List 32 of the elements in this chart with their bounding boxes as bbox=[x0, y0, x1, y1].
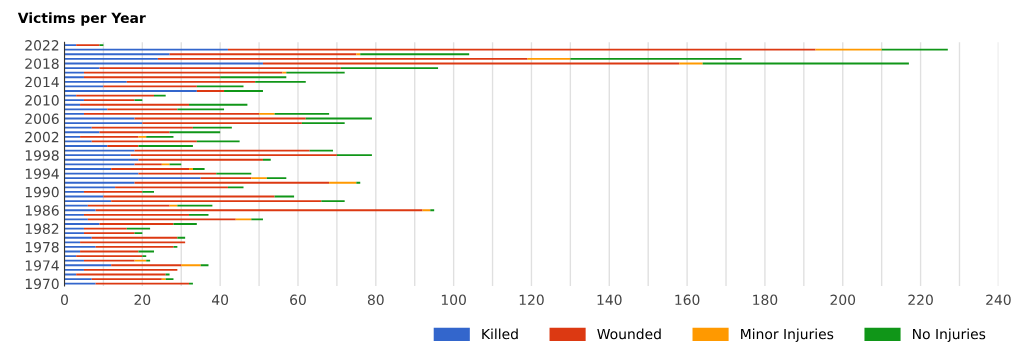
y-tick-label: 2018 bbox=[25, 58, 59, 69]
x-tick-label: 100 bbox=[441, 294, 466, 306]
y-tick-label: 1990 bbox=[25, 186, 59, 198]
x-tick-label: 220 bbox=[908, 294, 933, 306]
legend-label: Wounded bbox=[597, 328, 661, 340]
x-tick-label: 160 bbox=[675, 294, 700, 306]
y-tick-label: 1982 bbox=[25, 223, 59, 235]
y-tick-label: 1970 bbox=[25, 278, 59, 290]
y-tick-label: 1998 bbox=[25, 150, 59, 161]
chart-title: Victims per Year bbox=[17, 12, 146, 26]
y-tick-label: 1986 bbox=[25, 205, 59, 216]
x-tick-label: 180 bbox=[753, 294, 778, 306]
x-tick-label: 140 bbox=[597, 294, 622, 306]
x-tick-label: 240 bbox=[986, 294, 1011, 306]
x-tick-label: 80 bbox=[367, 294, 384, 306]
legend-label: No Injuries bbox=[913, 328, 986, 342]
x-tick-label: 40 bbox=[212, 294, 229, 306]
legend-label: Minor Injuries bbox=[741, 328, 834, 342]
y-tick-label: 1974 bbox=[25, 260, 59, 271]
y-tick-label: 2006 bbox=[25, 113, 59, 124]
legend-label: Killed bbox=[482, 328, 518, 340]
x-tick-label: 60 bbox=[290, 294, 306, 306]
y-tick-label: 1978 bbox=[25, 241, 59, 253]
x-tick-label: 120 bbox=[519, 294, 544, 306]
x-tick-label: 0 bbox=[61, 294, 69, 306]
y-tick-label: 2014 bbox=[25, 76, 59, 88]
y-tick-label: 1994 bbox=[25, 168, 59, 180]
x-tick-label: 200 bbox=[830, 294, 856, 306]
y-tick-label: 2022 bbox=[25, 40, 59, 51]
y-tick-label: 2002 bbox=[25, 131, 59, 143]
y-tick-label: 2010 bbox=[25, 95, 59, 106]
x-tick-label: 20 bbox=[134, 294, 151, 306]
